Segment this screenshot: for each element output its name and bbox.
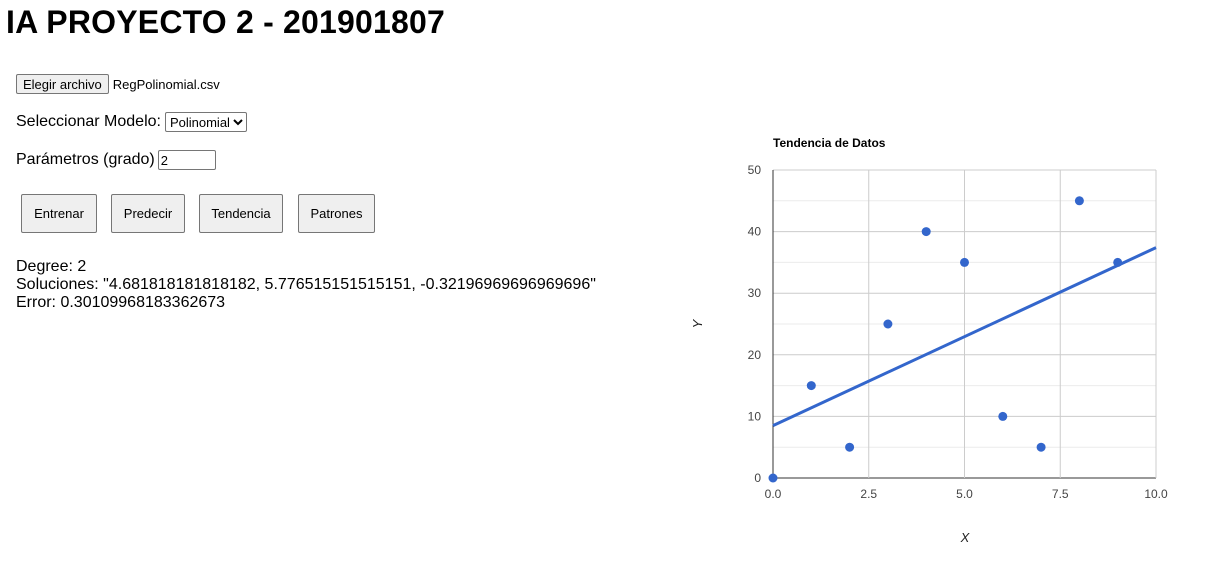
x-tick-label: 5.0 — [956, 487, 973, 501]
chart-title: Tendencia de Datos — [773, 136, 886, 150]
y-tick-label: 20 — [748, 348, 762, 362]
x-axis-label: X — [960, 530, 971, 545]
train-button[interactable]: Entrenar — [21, 194, 97, 233]
error-text: Error: 0.30109968183362673 — [16, 294, 226, 311]
patterns-button[interactable]: Patrones — [298, 194, 375, 233]
trend-button[interactable]: Tendencia — [199, 194, 283, 233]
x-tick-label: 10.0 — [1144, 487, 1168, 501]
x-tick-label: 7.5 — [1052, 487, 1069, 501]
model-select[interactable]: Polinomial — [164, 112, 247, 132]
model-row: Seleccionar Modelo: Polinomial — [16, 112, 247, 132]
y-tick-labels: 0 10 20 30 40 50 — [748, 163, 762, 485]
x-tick-label: 0.0 — [765, 487, 782, 501]
page-title: IA PROYECTO 2 - 201901807 — [6, 4, 445, 40]
y-tick-label: 10 — [748, 409, 762, 423]
params-row: Parámetros (grado) — [16, 150, 216, 170]
model-label: Seleccionar Modelo: — [16, 113, 161, 130]
choose-file-button[interactable]: Elegir archivo — [16, 74, 109, 94]
trendline — [772, 246, 1157, 428]
data-point — [1113, 257, 1123, 267]
file-name: RegPolinomial.csv — [112, 76, 220, 92]
chart-gridlines — [772, 169, 1157, 479]
solutions-text: Soluciones: "4.681818181818182, 5.776515… — [16, 276, 596, 293]
y-tick-label: 50 — [748, 163, 762, 177]
data-point — [845, 442, 855, 452]
data-point — [1036, 442, 1046, 452]
data-point — [883, 319, 893, 329]
params-label: Parámetros (grado) — [16, 151, 155, 168]
data-point — [768, 473, 778, 483]
data-point — [960, 257, 969, 267]
y-axis-label: Y — [690, 318, 705, 328]
file-input[interactable]: Elegir archivo RegPolinomial.csv — [16, 74, 220, 94]
data-point — [1074, 196, 1084, 206]
y-tick-label: 0 — [754, 471, 761, 485]
predict-button[interactable]: Predecir — [111, 194, 185, 233]
data-point — [806, 381, 816, 391]
params-input[interactable] — [157, 150, 216, 170]
x-tick-labels: 0.0 2.5 5.0 7.5 10.0 — [765, 487, 1168, 501]
degree-text: Degree: 2 — [16, 258, 87, 275]
y-tick-label: 40 — [748, 225, 762, 239]
y-tick-label: 30 — [748, 286, 762, 300]
trend-chart: Tendencia de Datos 0 10 20 30 40 50 0.0 2.5 5.0… — [690, 136, 1168, 545]
results-panel: Degree: 2 Soluciones: "4.681818181818182… — [16, 258, 596, 312]
x-tick-label: 2.5 — [860, 487, 877, 501]
data-point — [921, 227, 931, 237]
data-point — [998, 411, 1008, 421]
data-points — [768, 196, 1123, 483]
